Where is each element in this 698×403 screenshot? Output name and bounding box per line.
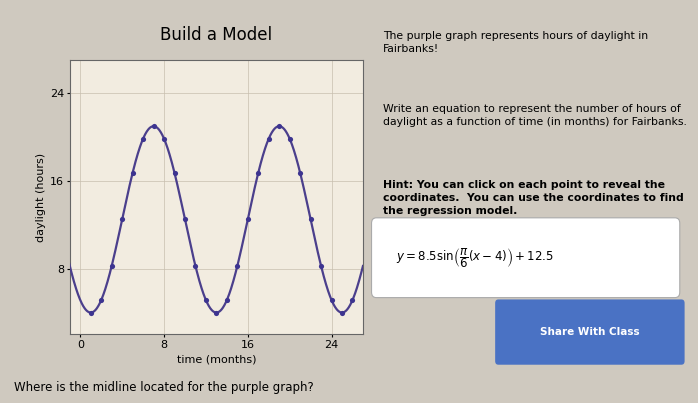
Point [221, 297, 232, 303]
Y-axis label: daylight (hours): daylight (hours) [36, 153, 46, 242]
Point [211, 310, 222, 316]
Point [232, 263, 243, 269]
FancyBboxPatch shape [495, 299, 685, 365]
Point [148, 123, 159, 129]
Text: Hint: You can click on each point to reveal the
coordinates.  You can use the co: Hint: You can click on each point to rev… [383, 180, 683, 216]
Point [315, 263, 327, 269]
Text: Where is the midline located for the purple graph?: Where is the midline located for the pur… [14, 381, 313, 394]
Point [305, 216, 316, 222]
Text: $y = 8.5\sin\!\left(\dfrac{\pi}{6}(x-4)\right)+12.5$: $y = 8.5\sin\!\left(\dfrac{\pi}{6}(x-4)\… [396, 246, 554, 270]
X-axis label: time (months): time (months) [177, 354, 256, 364]
Point [106, 263, 117, 269]
Point [169, 170, 180, 176]
Point [295, 170, 306, 176]
Point [253, 170, 264, 176]
Point [127, 170, 138, 176]
Point [274, 123, 285, 129]
Text: The purple graph represents hours of daylight in
Fairbanks!: The purple graph represents hours of day… [383, 31, 648, 54]
Point [158, 135, 170, 142]
Point [117, 216, 128, 222]
Point [85, 310, 96, 316]
Point [96, 297, 107, 303]
Point [326, 297, 337, 303]
Text: Build a Model: Build a Model [161, 26, 272, 44]
Point [336, 310, 348, 316]
Point [179, 216, 191, 222]
Point [190, 263, 201, 269]
FancyBboxPatch shape [371, 218, 680, 297]
Point [347, 297, 358, 303]
Point [242, 216, 253, 222]
Text: Share With Class: Share With Class [540, 327, 639, 337]
Text: Write an equation to represent the number of hours of
daylight as a function of : Write an equation to represent the numbe… [383, 104, 687, 127]
Point [263, 135, 274, 142]
Point [200, 297, 211, 303]
Point [138, 135, 149, 142]
Point [284, 135, 295, 142]
